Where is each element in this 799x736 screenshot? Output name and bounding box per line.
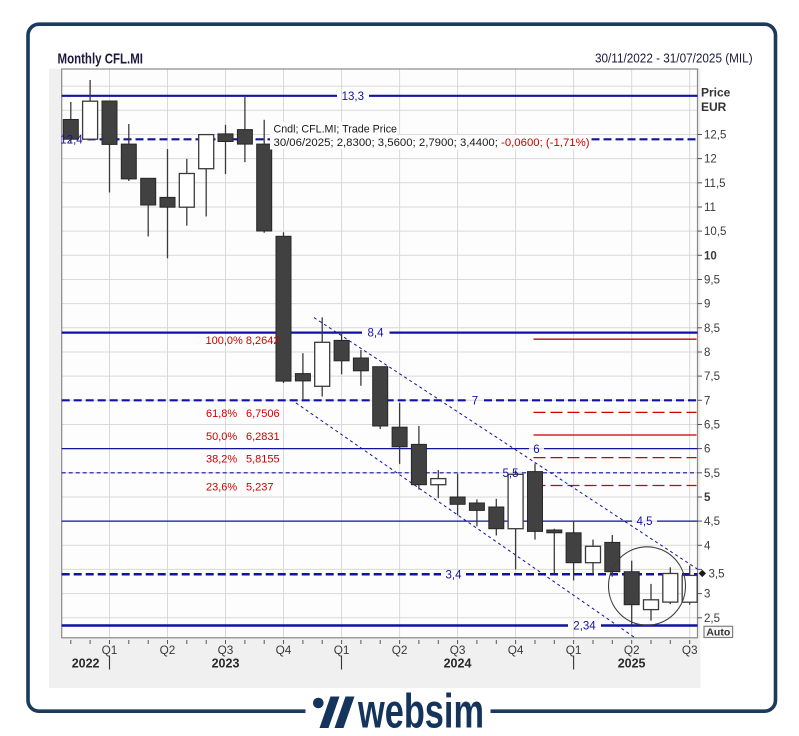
svg-text:38,2%: 38,2% (206, 454, 237, 466)
svg-text:Q3: Q3 (682, 643, 698, 657)
svg-text:Q1: Q1 (566, 643, 582, 657)
svg-text:Q1: Q1 (102, 643, 118, 657)
svg-text:8,4: 8,4 (368, 328, 385, 340)
svg-text:5,5: 5,5 (503, 468, 519, 480)
svg-text:8: 8 (704, 347, 710, 359)
svg-text:30/06/2025; 2,8300; 3,5600; 2,: 30/06/2025; 2,8300; 3,5600; 2,7900; 3,44… (274, 137, 590, 149)
svg-text:2025: 2025 (618, 656, 646, 670)
svg-text:5: 5 (704, 492, 711, 504)
svg-text:8,5: 8,5 (704, 323, 720, 335)
svg-text:5,5: 5,5 (704, 468, 720, 480)
svg-text:9: 9 (704, 299, 710, 311)
svg-text:Monthly CFL.MI: Monthly CFL.MI (58, 51, 144, 68)
svg-text:6,2831: 6,2831 (246, 431, 280, 443)
svg-text:4,5: 4,5 (704, 516, 720, 528)
svg-text:Q4: Q4 (508, 643, 524, 657)
svg-text:50,0%: 50,0% (206, 431, 237, 443)
svg-text:Q3: Q3 (218, 643, 234, 657)
svg-text:12,4: 12,4 (60, 135, 83, 147)
svg-text:11: 11 (704, 202, 716, 214)
svg-text:6,7506: 6,7506 (246, 408, 280, 420)
svg-text:30/11/2022 - 31/07/2025 (MIL): 30/11/2022 - 31/07/2025 (MIL) (595, 51, 753, 66)
svg-text:5,8155: 5,8155 (246, 454, 280, 466)
svg-text:4,5: 4,5 (637, 516, 653, 528)
svg-text:2,5: 2,5 (704, 613, 720, 625)
svg-text:12,5: 12,5 (704, 130, 726, 142)
svg-text:9,5: 9,5 (704, 275, 720, 287)
svg-text:61,8%: 61,8% (206, 408, 237, 420)
svg-text:2023: 2023 (212, 656, 240, 670)
svg-text:3: 3 (704, 589, 710, 601)
svg-text:5,237: 5,237 (246, 481, 274, 493)
svg-text:3,5: 3,5 (709, 569, 725, 581)
svg-text:6,5: 6,5 (704, 420, 720, 432)
svg-text:6: 6 (533, 444, 539, 456)
svg-text:10,5: 10,5 (704, 226, 726, 238)
svg-text:EUR: EUR (701, 100, 727, 114)
svg-text:12: 12 (704, 154, 717, 166)
svg-text:2024: 2024 (444, 656, 472, 670)
svg-text:7: 7 (704, 395, 710, 407)
svg-text:7: 7 (472, 395, 478, 407)
svg-text:2022: 2022 (72, 656, 100, 670)
svg-text:websim: websim (357, 686, 484, 736)
svg-text:Price: Price (701, 86, 731, 100)
svg-text:100,0% 8,2642: 100,0% 8,2642 (206, 335, 280, 347)
svg-text:7,5: 7,5 (704, 371, 720, 383)
svg-text:Q4: Q4 (276, 643, 292, 657)
svg-text:11,5: 11,5 (704, 178, 726, 190)
svg-text:Cndl; CFL.MI; Trade Price: Cndl; CFL.MI; Trade Price (274, 123, 398, 135)
svg-text:Q3: Q3 (450, 643, 466, 657)
svg-text:23,6%: 23,6% (206, 481, 237, 493)
svg-text:Q1: Q1 (334, 643, 350, 657)
svg-text:6: 6 (704, 444, 710, 456)
svg-text:Q2: Q2 (624, 643, 640, 657)
svg-text:Q2: Q2 (392, 643, 408, 657)
svg-text:Q2: Q2 (160, 643, 176, 657)
svg-text:10: 10 (704, 250, 717, 262)
svg-text:4: 4 (704, 540, 711, 552)
svg-text:13,3: 13,3 (342, 91, 364, 103)
svg-text:Auto: Auto (706, 626, 730, 638)
svg-text:3,4: 3,4 (446, 569, 463, 581)
svg-text:2,34: 2,34 (573, 621, 596, 633)
